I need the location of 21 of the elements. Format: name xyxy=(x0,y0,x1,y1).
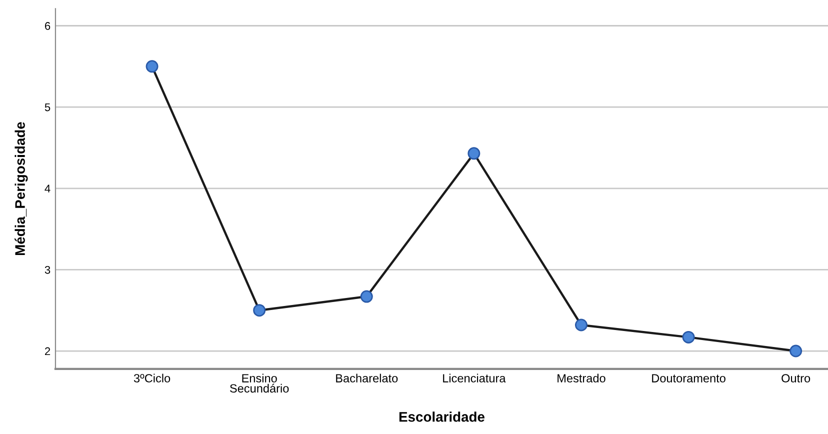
point xyxy=(468,147,480,160)
point xyxy=(253,304,266,317)
x-tick-label: Mestrado xyxy=(558,374,606,382)
point xyxy=(574,318,588,332)
x-tick-label: Licenciatura xyxy=(443,374,506,382)
x-tick-label: Bacharelato xyxy=(336,374,398,382)
y-tick-label: 3 xyxy=(44,266,50,274)
x-tick-label: Ensino Secundário xyxy=(230,374,289,393)
x-tick-label: Outro xyxy=(782,374,810,382)
y-tick-label: 6 xyxy=(45,22,50,30)
point xyxy=(146,60,158,73)
y-axis-title: Média_Perigosidade xyxy=(14,122,28,256)
y-tick-label: 4 xyxy=(44,184,50,192)
point xyxy=(682,330,695,344)
point xyxy=(360,290,373,303)
x-tick-label: 3ºCiclo xyxy=(134,374,170,382)
point xyxy=(790,344,802,358)
x-axis-title: Escolaridade xyxy=(399,412,484,422)
y-tick-label: 2 xyxy=(44,347,50,356)
x-tick-label: Doutoramento xyxy=(652,374,726,382)
y-tick-label: 5 xyxy=(44,103,50,112)
